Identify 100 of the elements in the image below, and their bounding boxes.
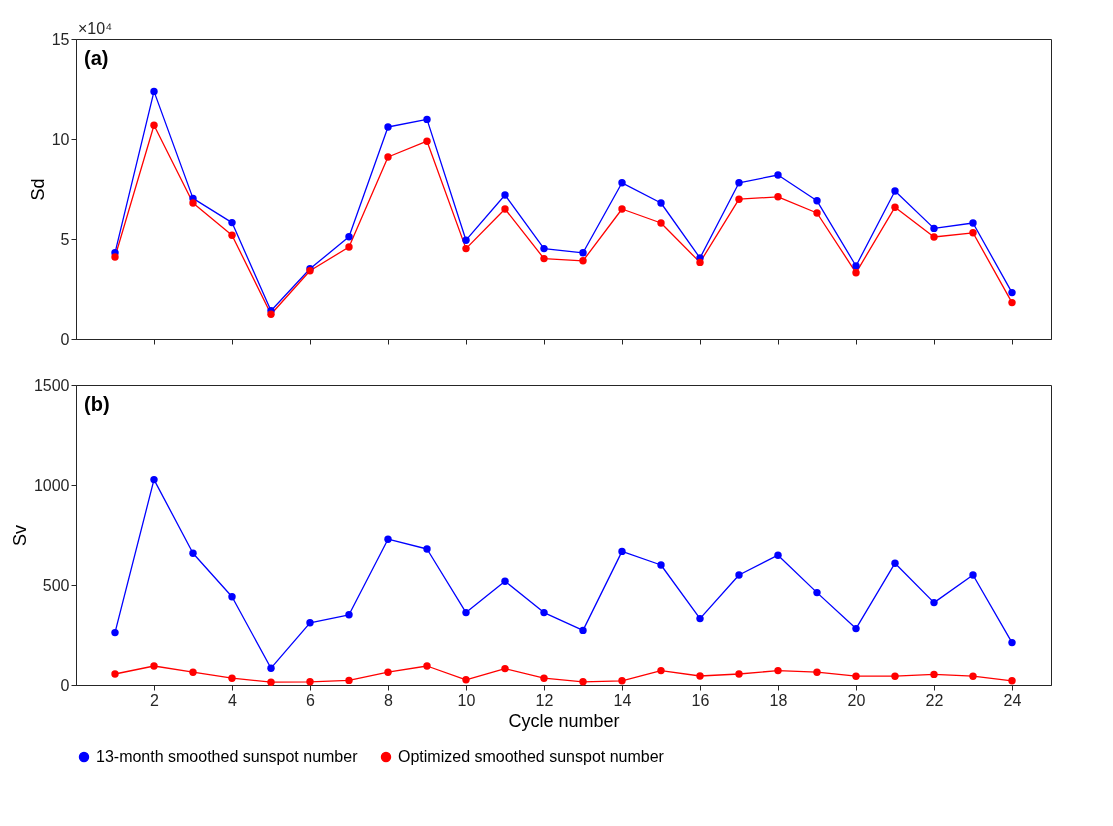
x-axis-title: Cycle number bbox=[508, 710, 620, 731]
point bbox=[189, 549, 197, 557]
point bbox=[423, 545, 431, 553]
point bbox=[969, 229, 977, 237]
point bbox=[540, 254, 548, 263]
point bbox=[189, 668, 197, 676]
point bbox=[696, 614, 704, 623]
point bbox=[345, 233, 353, 241]
point bbox=[540, 674, 548, 682]
x-tick-label: 24 bbox=[1003, 691, 1022, 709]
x-tick-label: 12 bbox=[535, 691, 554, 709]
point bbox=[579, 678, 587, 686]
point bbox=[423, 662, 431, 670]
point bbox=[735, 195, 743, 203]
y-tick-label: 0 bbox=[60, 330, 70, 348]
point bbox=[423, 137, 431, 145]
point bbox=[345, 676, 353, 685]
point bbox=[891, 672, 899, 680]
point bbox=[462, 608, 470, 617]
point bbox=[384, 668, 392, 676]
point bbox=[696, 672, 704, 680]
point bbox=[1008, 288, 1016, 297]
point bbox=[852, 262, 860, 270]
point bbox=[540, 244, 548, 253]
point bbox=[150, 87, 158, 96]
y-tick-label: 15 bbox=[51, 30, 70, 48]
point bbox=[852, 269, 860, 277]
point bbox=[111, 628, 119, 637]
x-tick-label: 18 bbox=[769, 691, 788, 709]
y-tick-label: 0 bbox=[60, 676, 70, 694]
y-axis-title: Sd bbox=[27, 178, 48, 201]
point bbox=[150, 662, 158, 670]
legend-label: Optimized smoothed sunspot number bbox=[398, 748, 665, 765]
y-tick-label: 500 bbox=[42, 576, 70, 594]
x-tick-label: 14 bbox=[613, 691, 632, 709]
point bbox=[618, 205, 626, 213]
point bbox=[774, 171, 782, 179]
y-tick-label: 1500 bbox=[33, 376, 70, 394]
point bbox=[618, 179, 626, 187]
x-tick-label: 20 bbox=[847, 691, 866, 709]
point bbox=[735, 670, 743, 678]
point bbox=[657, 666, 665, 675]
point bbox=[618, 677, 626, 685]
x-tick-label: 16 bbox=[691, 691, 710, 709]
point bbox=[813, 588, 821, 597]
point bbox=[1008, 677, 1016, 685]
point bbox=[228, 231, 236, 239]
legend-label: 13-month smoothed sunspot number bbox=[96, 748, 359, 765]
point bbox=[1008, 638, 1016, 647]
point bbox=[462, 236, 470, 244]
x-tick-label: 2 bbox=[150, 691, 160, 709]
point bbox=[462, 676, 470, 684]
point bbox=[501, 577, 509, 585]
point bbox=[228, 593, 236, 601]
annotation: (a) bbox=[84, 47, 109, 69]
point bbox=[891, 203, 899, 211]
point bbox=[111, 253, 119, 261]
point bbox=[384, 153, 392, 161]
x-tick-label: 6 bbox=[306, 691, 316, 709]
point bbox=[813, 209, 821, 217]
point bbox=[774, 666, 782, 675]
point bbox=[267, 664, 275, 672]
y-tick-label: 5 bbox=[60, 230, 70, 248]
point bbox=[579, 249, 587, 257]
point bbox=[657, 561, 665, 569]
point bbox=[774, 551, 782, 559]
point bbox=[618, 547, 626, 556]
point bbox=[852, 624, 860, 633]
point bbox=[501, 191, 509, 199]
y-tick-label: 10 bbox=[51, 130, 70, 148]
point bbox=[774, 193, 782, 201]
x-tick-label: 8 bbox=[384, 691, 394, 709]
point bbox=[501, 205, 509, 213]
point bbox=[267, 678, 275, 686]
point bbox=[579, 257, 587, 265]
point bbox=[930, 598, 938, 607]
x-tick-label: 10 bbox=[457, 691, 476, 709]
point bbox=[150, 121, 158, 129]
text: ×10⁴ bbox=[78, 20, 113, 37]
point bbox=[540, 608, 548, 617]
point bbox=[306, 619, 314, 627]
point bbox=[969, 219, 977, 227]
y-tick-label: 1000 bbox=[33, 476, 70, 494]
point bbox=[189, 199, 197, 207]
point bbox=[813, 668, 821, 676]
point bbox=[930, 224, 938, 233]
point bbox=[657, 219, 665, 227]
x-tick-label: 22 bbox=[925, 691, 944, 709]
point bbox=[150, 475, 158, 484]
point bbox=[930, 233, 938, 241]
point bbox=[384, 535, 392, 543]
point bbox=[969, 571, 977, 579]
point bbox=[852, 672, 860, 680]
annotation: (b) bbox=[84, 393, 110, 415]
point bbox=[579, 626, 587, 635]
point bbox=[228, 674, 236, 682]
point bbox=[813, 197, 821, 205]
point bbox=[228, 218, 236, 227]
point bbox=[696, 258, 704, 267]
point bbox=[501, 664, 509, 673]
